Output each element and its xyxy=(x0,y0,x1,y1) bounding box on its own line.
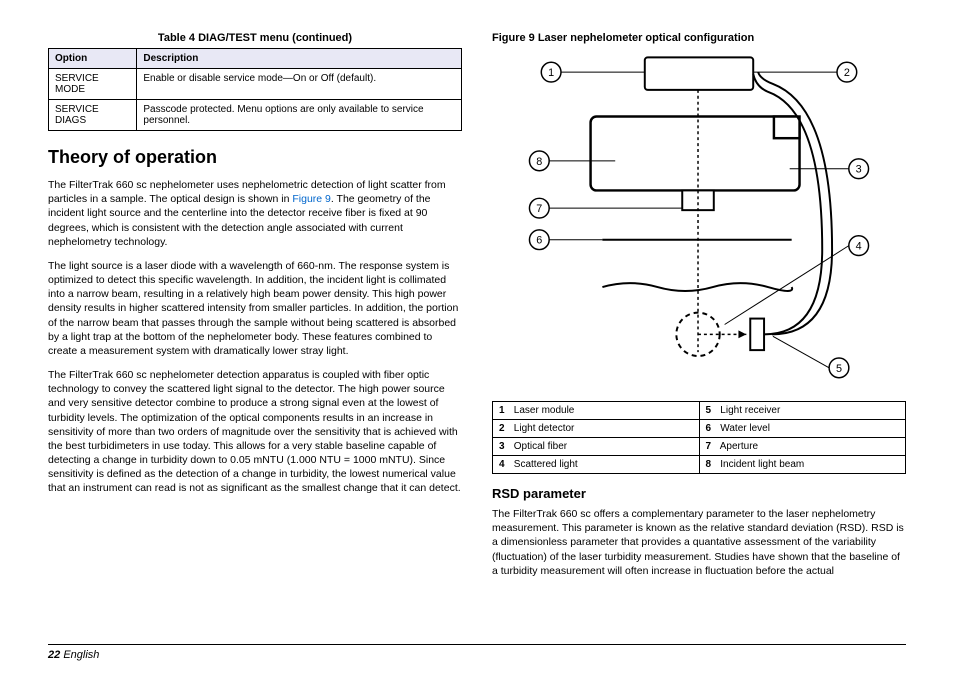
legend-num: 8 xyxy=(706,459,718,470)
legend-row: 4 Scattered light 8 Incident light beam xyxy=(493,456,906,474)
legend-num: 7 xyxy=(706,441,718,452)
figure9-diagram: 1 2 8 3 7 6 4 5 xyxy=(492,50,906,390)
para-rsd: The FilterTrak 660 sc offers a complemen… xyxy=(492,507,906,578)
legend-text: Scattered light xyxy=(514,459,578,470)
table4-title: Table 4 DIAG/TEST menu (continued) xyxy=(48,32,462,44)
table-row: SERVICE DIAGS Passcode protected. Menu o… xyxy=(49,100,462,131)
page-number: 22 xyxy=(48,649,60,661)
figure9-title: Figure 9 Laser nephelometer optical conf… xyxy=(492,32,906,44)
legend-text: Incident light beam xyxy=(720,459,804,470)
th-description: Description xyxy=(137,49,462,69)
legend-num: 5 xyxy=(706,405,718,416)
page-language: English xyxy=(63,649,99,661)
cell-option: SERVICE MODE xyxy=(49,69,137,100)
legend-num: 1 xyxy=(499,405,511,416)
figure9-legend: 1 Laser module 5 Light receiver 2 Light … xyxy=(492,401,906,474)
svg-text:6: 6 xyxy=(536,235,542,247)
legend-num: 2 xyxy=(499,423,511,434)
table-row: SERVICE MODE Enable or disable service m… xyxy=(49,69,462,100)
svg-text:7: 7 xyxy=(536,203,542,215)
cell-desc: Passcode protected. Menu options are onl… xyxy=(137,100,462,131)
legend-text: Light detector xyxy=(514,423,575,434)
cell-option: SERVICE DIAGS xyxy=(49,100,137,131)
legend-text: Optical fiber xyxy=(514,441,567,452)
para-1: The FilterTrak 660 sc nephelometer uses … xyxy=(48,178,462,249)
svg-text:3: 3 xyxy=(856,164,862,176)
legend-num: 4 xyxy=(499,459,511,470)
para-2: The light source is a laser diode with a… xyxy=(48,259,462,358)
svg-text:5: 5 xyxy=(836,363,842,375)
para-3: The FilterTrak 660 sc nephelometer detec… xyxy=(48,368,462,496)
legend-num: 6 xyxy=(706,423,718,434)
table4: Option Description SERVICE MODE Enable o… xyxy=(48,48,462,131)
legend-text: Aperture xyxy=(720,441,758,452)
right-column: Figure 9 Laser nephelometer optical conf… xyxy=(492,32,906,627)
figure-9-link[interactable]: Figure 9 xyxy=(292,193,331,205)
left-column: Table 4 DIAG/TEST menu (continued) Optio… xyxy=(48,32,462,627)
legend-row: 2 Light detector 6 Water level xyxy=(493,420,906,438)
svg-text:4: 4 xyxy=(856,241,862,253)
heading-theory: Theory of operation xyxy=(48,147,462,168)
svg-text:8: 8 xyxy=(536,156,542,168)
th-option: Option xyxy=(49,49,137,69)
legend-num: 3 xyxy=(499,441,511,452)
legend-row: 3 Optical fiber 7 Aperture xyxy=(493,438,906,456)
cell-desc: Enable or disable service mode—On or Off… xyxy=(137,69,462,100)
legend-text: Light receiver xyxy=(720,405,780,416)
legend-row: 1 Laser module 5 Light receiver xyxy=(493,402,906,420)
page-footer: 22 English xyxy=(48,644,906,661)
svg-text:2: 2 xyxy=(844,67,850,79)
svg-text:1: 1 xyxy=(548,67,554,79)
legend-text: Laser module xyxy=(514,405,575,416)
legend-text: Water level xyxy=(720,423,770,434)
heading-rsd: RSD parameter xyxy=(492,486,906,501)
